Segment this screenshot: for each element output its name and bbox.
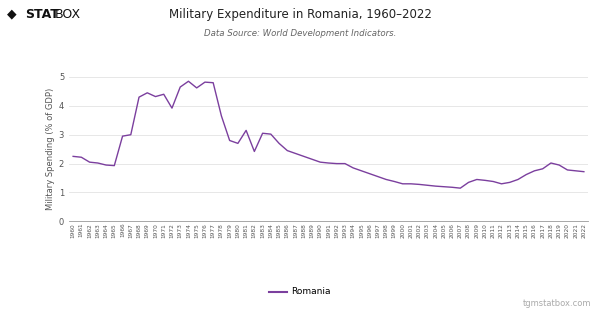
Text: Military Expenditure in Romania, 1960–2022: Military Expenditure in Romania, 1960–20… [169, 8, 431, 21]
Text: STAT: STAT [25, 8, 59, 21]
Text: tgmstatbox.com: tgmstatbox.com [523, 299, 591, 308]
Text: ◆: ◆ [7, 8, 17, 21]
Legend: Romania: Romania [265, 284, 335, 300]
Text: BOX: BOX [55, 8, 82, 21]
Text: Data Source: World Development Indicators.: Data Source: World Development Indicator… [204, 29, 396, 38]
Y-axis label: Military Spending (% of GDP): Military Spending (% of GDP) [46, 88, 55, 210]
